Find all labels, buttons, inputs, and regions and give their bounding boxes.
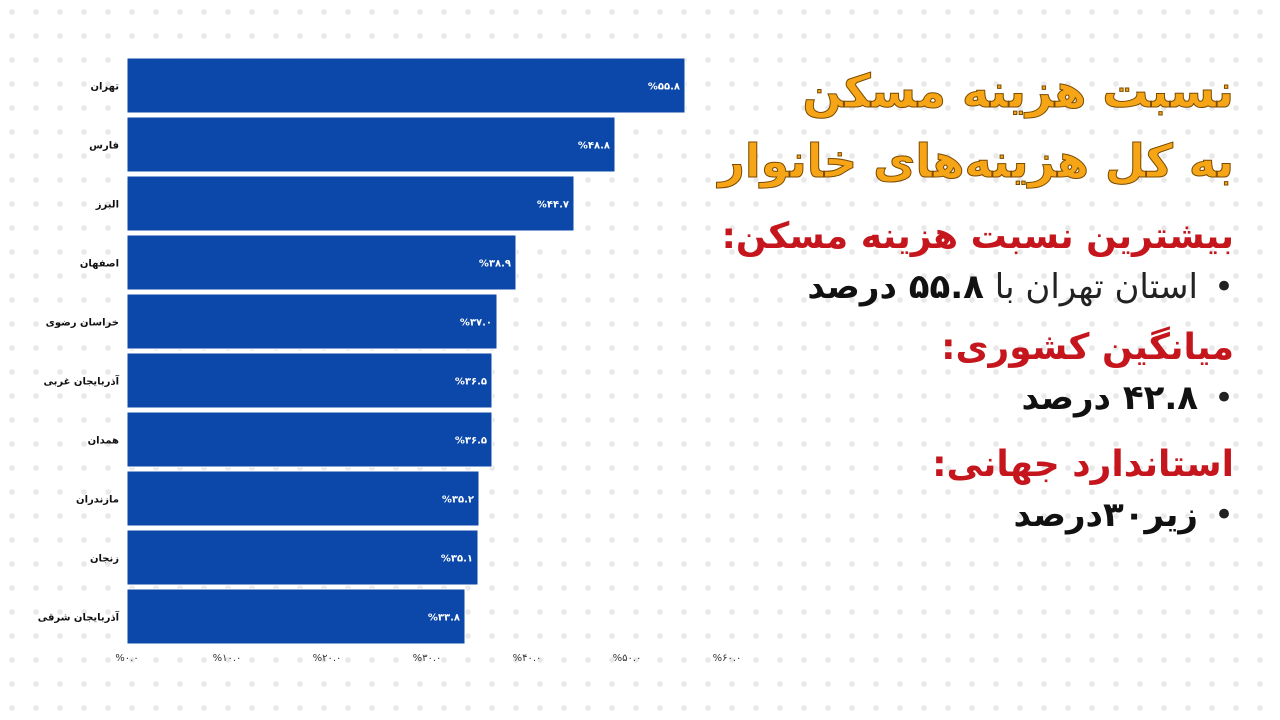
x-tick-label: %۱۰.۰ <box>213 653 242 664</box>
category-label: همدان <box>88 436 119 447</box>
x-tick-label: %۲۰.۰ <box>313 653 342 664</box>
value-label: %۳۵.۱ <box>441 554 473 565</box>
value-label: %۳۵.۲ <box>442 495 474 506</box>
highest-text: استان تهران با <box>994 267 1198 307</box>
category-label: آذربایجان شرقی <box>38 611 120 624</box>
bar <box>126 116 616 173</box>
heading-standard: استاندارد جهانی: <box>932 444 1234 485</box>
bar <box>126 470 480 527</box>
info-panel: نسبت هزینه مسکن به کل هزینه‌های خانوار ب… <box>714 56 1235 536</box>
x-tick-label: %۴۰.۰ <box>513 653 542 664</box>
value-label: %۳۳.۸ <box>428 613 460 624</box>
value-label: %۳۶.۵ <box>455 436 487 447</box>
value-label: %۳۶.۵ <box>455 377 487 388</box>
category-label: آذربایجان غربی <box>44 375 120 388</box>
bar <box>126 352 493 409</box>
bar <box>126 588 466 645</box>
category-label: البرز <box>95 200 119 211</box>
x-tick-label: %۰.۰ <box>115 653 138 664</box>
bar <box>126 411 493 468</box>
bar-chart: تهران %۵۵.۸ فارس %۴۸.۸ البرز %۴۴.۷ اصفهان %۳۸.۹… <box>38 57 742 664</box>
title-line-1: نسبت هزینه مسکن <box>802 64 1234 119</box>
value-label: %۴۴.۷ <box>537 200 569 211</box>
x-tick-label: %۶۰.۰ <box>713 653 742 664</box>
bar <box>126 529 479 586</box>
heading-highest: بیشترین نسبت هزینه مسکن: <box>721 216 1234 257</box>
category-label: اصفهان <box>80 259 119 270</box>
bar <box>126 293 498 350</box>
heading-average: میانگین کشوری: <box>941 327 1234 368</box>
bullet-average: ۴۲.۸ درصد <box>714 378 1234 418</box>
standard-value: زیر۳۰درصد <box>1013 495 1198 535</box>
x-tick-label: %۳۰.۰ <box>413 653 442 664</box>
bar <box>126 234 517 291</box>
bullet-standard: زیر۳۰درصد <box>714 495 1234 535</box>
category-label: فارس <box>89 141 119 152</box>
value-label: %۳۷.۰ <box>460 318 492 329</box>
value-label: %۵۵.۸ <box>648 82 680 93</box>
x-tick-label: %۵۰.۰ <box>613 653 642 664</box>
bar <box>126 57 686 114</box>
category-label: زنجان <box>90 554 119 565</box>
bullet-highest: استان تهران با ۵۵.۸ درصد <box>714 267 1234 307</box>
category-label: تهران <box>90 82 119 93</box>
category-label: مازندران <box>76 495 119 506</box>
value-label: %۴۸.۸ <box>578 141 610 152</box>
average-value: ۴۲.۸ درصد <box>1021 378 1198 418</box>
bar <box>126 175 575 232</box>
highest-value: ۵۵.۸ درصد <box>807 267 984 307</box>
title-line-2: به کل هزینه‌های خانوار <box>718 134 1235 189</box>
value-label: %۳۸.۹ <box>479 259 511 270</box>
category-label: خراسان رضوی <box>46 318 119 329</box>
